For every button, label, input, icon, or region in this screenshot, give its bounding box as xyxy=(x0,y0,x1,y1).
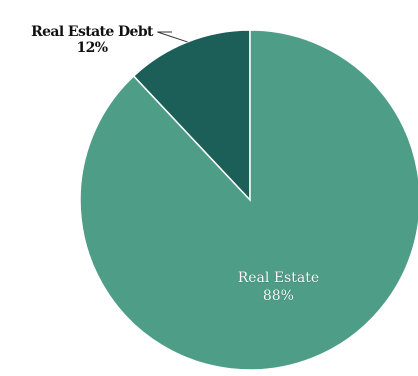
slice-value-label-real-estate-debt: 12% xyxy=(77,40,108,56)
slices-layer xyxy=(79,29,418,371)
slice-label-real-estate: Real Estate xyxy=(238,270,319,286)
slice-label-real-estate-debt: Real Estate Debt xyxy=(31,24,154,40)
slice-value-label-real-estate: 88% xyxy=(263,288,294,304)
pie-slice-real-estate-debt xyxy=(132,29,251,202)
pie-slice-real-estate xyxy=(79,29,418,371)
leader-line-real-estate-debt xyxy=(157,31,188,43)
